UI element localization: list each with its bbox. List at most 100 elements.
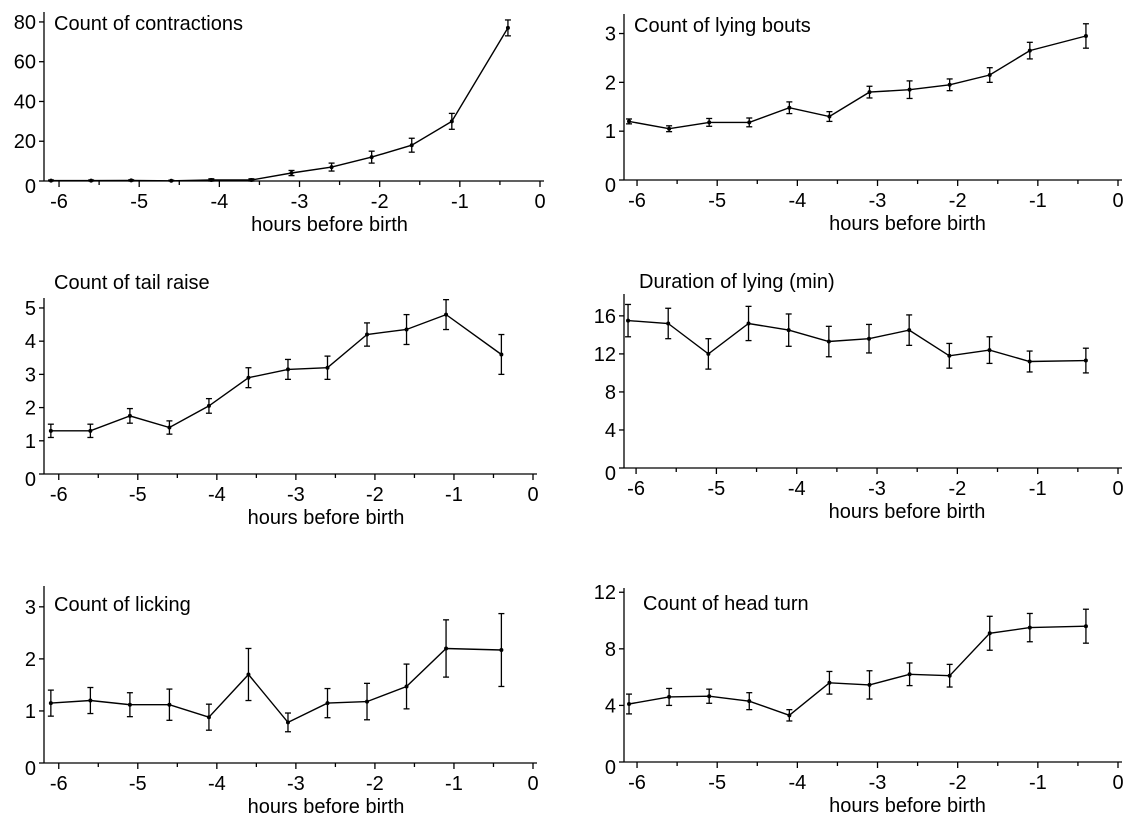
data-point [987,631,992,636]
data-point [289,171,294,176]
x-tick-label: -6 [628,772,646,794]
x-tick-label: -5 [708,190,726,212]
x-tick-label: -4 [788,772,806,794]
data-point [444,312,449,317]
data-point [667,694,672,699]
data-point [947,82,952,87]
data-point [907,87,912,92]
x-tick-label: -2 [366,484,384,506]
data-point [325,701,330,706]
data-point [747,699,752,704]
y-tick-label: 3 [25,597,36,619]
y-tick-label: 3 [605,24,616,46]
data-point [325,365,330,370]
data-point [987,73,992,78]
data-point [826,339,831,344]
x-tick-label: -1 [451,191,469,213]
x-axis-label: hours before birth [829,501,986,523]
data-point [707,120,712,125]
x-tick-label: 0 [534,191,545,213]
data-point [666,321,671,326]
x-axis-label: hours before birth [829,795,986,814]
y-tick-label: 4 [605,695,616,717]
data-point [867,90,872,95]
data-point [627,702,632,706]
data-point [169,178,174,183]
data-point [987,348,992,353]
data-point [627,119,632,124]
series-line [51,27,509,182]
data-point [786,328,791,333]
data-point [129,178,134,183]
data-point [827,114,832,119]
y-tick-label: 60 [14,52,36,74]
panel-6: -6 -5 -4 -3 -2 -1 0 0 4 8 12 hours before birth Coun… [594,582,1124,814]
data-point [127,413,132,418]
data-point [444,646,449,651]
data-point [667,126,672,131]
data-point [404,327,409,332]
data-point [246,375,251,380]
data-point [49,178,54,183]
data-point [48,428,53,433]
y-tick-label: 4 [605,420,616,442]
data-point [707,694,712,699]
data-point [1027,48,1032,53]
x-tick-label: -4 [210,191,228,213]
data-point [249,178,254,183]
x-tick-label: 0 [527,773,538,795]
data-point [907,328,912,333]
y-tick-label: 0 [25,469,36,491]
data-point [167,702,172,707]
panel-3: -6 -5 -4 -3 -2 -1 0 0 1 2 3 4 5 hours before birth Cou… [25,272,539,529]
y-tick-label: 2 [25,649,36,671]
data-point [449,119,454,124]
series-line [628,35,1087,130]
data-point [1027,625,1032,630]
y-tick-label: 5 [25,298,36,320]
data-point [746,321,751,326]
data-point [329,165,334,170]
x-tick-label: -3 [291,191,309,213]
panel-title: Count of tail raise [54,272,210,294]
y-tick-label: 8 [605,639,616,661]
x-tick-label: -3 [287,484,305,506]
x-tick-label: -5 [708,478,726,500]
y-tick-label: 0 [25,758,36,780]
y-tick-label: 0 [605,463,616,485]
data-point [88,428,93,433]
x-tick-label: -6 [628,190,646,212]
x-tick-label: -5 [129,484,147,506]
data-point [706,351,711,356]
data-point [867,682,872,687]
data-point [867,336,872,341]
y-tick-label: 1 [25,701,36,723]
data-point [626,318,631,323]
data-point [505,25,510,30]
x-tick-label: -1 [1029,190,1047,212]
data-point [1083,358,1088,363]
x-axis-label: hours before birth [251,214,408,236]
data-point [88,698,93,703]
y-tick-label: 1 [605,121,616,143]
data-point [787,713,792,718]
panel-5: -6 -5 -4 -3 -2 -1 0 0 1 2 3 hours before birth Count… [25,586,539,814]
x-tick-label: -3 [869,190,887,212]
series-line [628,625,1086,717]
y-tick-label: 0 [605,175,616,197]
panel-2: -6 -5 -4 -3 -2 -1 0 0 1 2 3 hours before birth Count… [605,14,1124,235]
x-tick-label: -2 [371,191,389,213]
data-point [209,178,214,183]
y-tick-label: 1 [25,431,36,453]
x-tick-label: -5 [130,191,148,213]
x-tick-label: -5 [129,773,147,795]
data-point [1027,359,1032,364]
panel-title: Count of lying bouts [634,15,811,37]
data-point [787,105,792,110]
series-line [50,647,502,724]
data-point [404,684,409,689]
x-tick-label: -6 [627,478,645,500]
y-tick-label: 16 [594,306,616,328]
x-tick-label: -1 [445,484,463,506]
